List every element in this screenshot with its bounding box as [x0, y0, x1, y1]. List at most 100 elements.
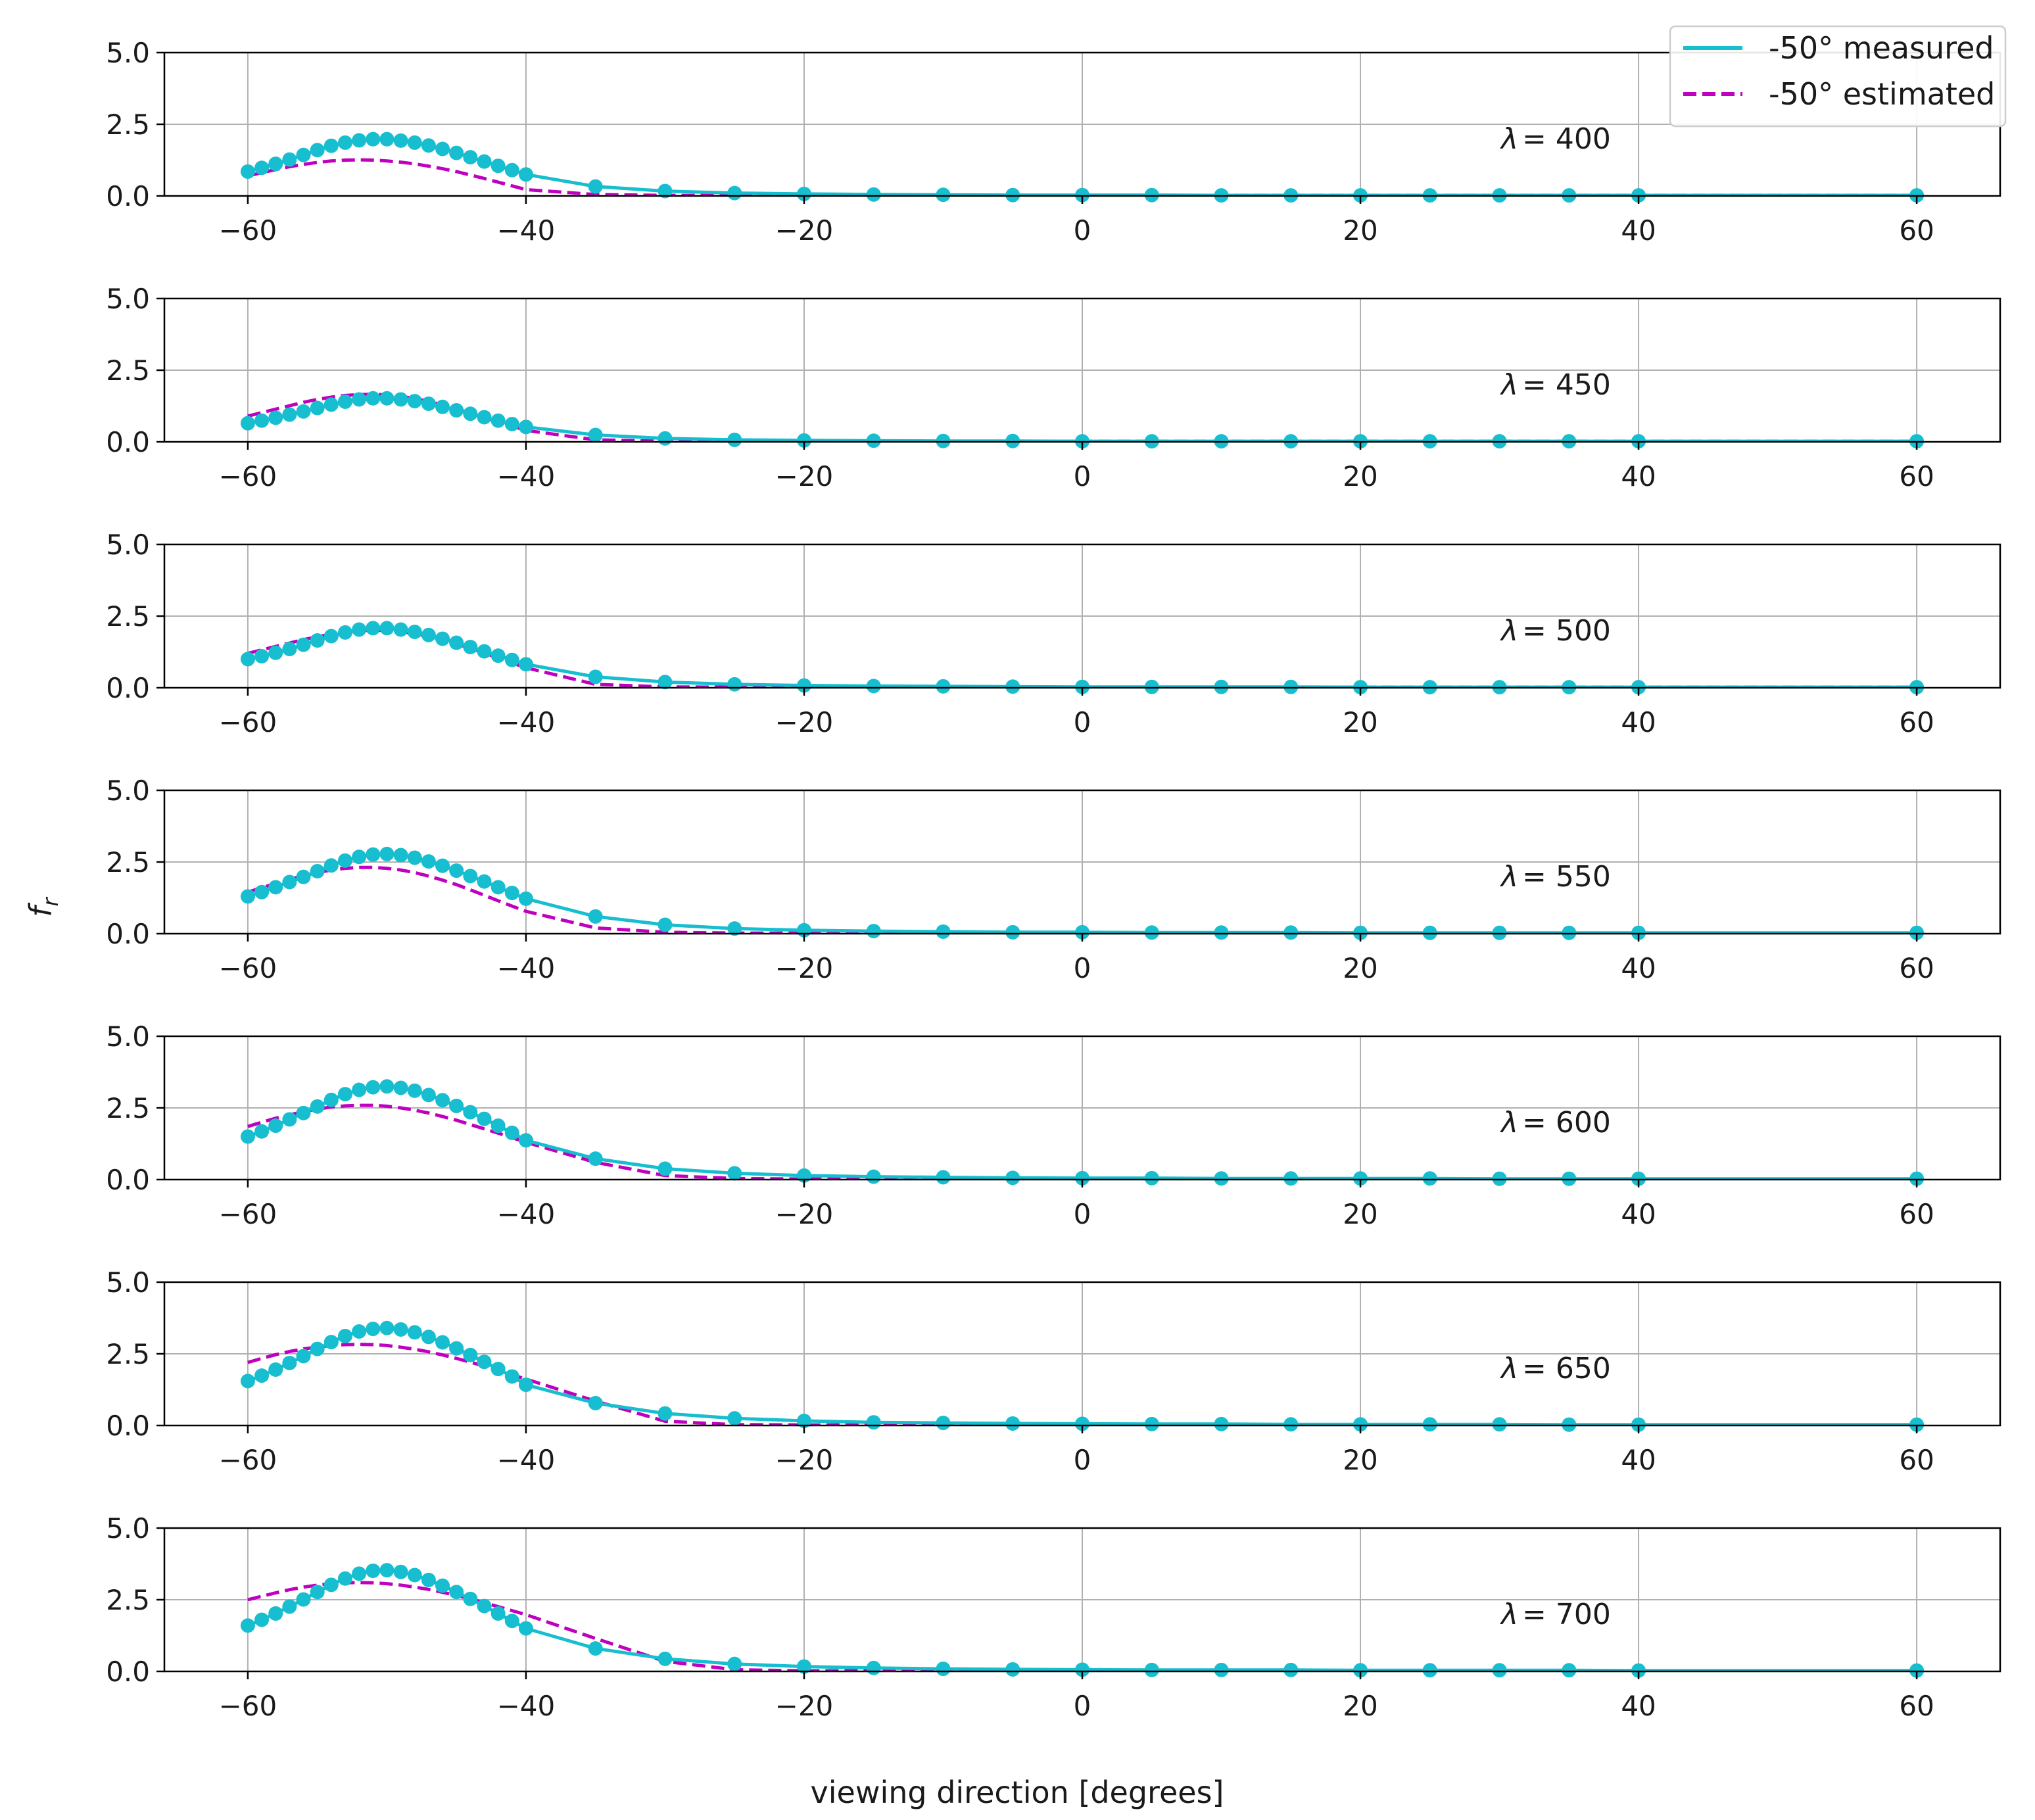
x-tick-label: 0: [1074, 706, 1091, 738]
measured-point: [727, 432, 742, 447]
measured-point: [491, 413, 506, 428]
measured-point: [588, 179, 603, 194]
wavelength-label: λ = 450: [1500, 368, 1611, 402]
measured-point: [254, 1612, 270, 1627]
measured-point: [254, 884, 270, 899]
measured-point: [866, 1415, 881, 1430]
measured-point: [1005, 1662, 1020, 1677]
measured-point: [866, 433, 881, 448]
measured-point: [337, 1571, 352, 1586]
measured-point: [796, 1659, 811, 1674]
measured-point: [658, 1651, 673, 1666]
measured-point: [310, 1099, 325, 1114]
measured-point: [1562, 1171, 1577, 1186]
measured-point: [1422, 1171, 1437, 1186]
measured-point: [407, 394, 422, 409]
measured-point: [1492, 1171, 1507, 1186]
measured-point: [268, 880, 283, 895]
measured-point: [254, 1124, 270, 1139]
x-tick-label: −40: [497, 1690, 556, 1722]
measured-point: [658, 1406, 673, 1421]
measured-point: [352, 392, 367, 407]
y-tick-label: 0.0: [106, 918, 150, 950]
measured-point: [1492, 1417, 1507, 1432]
measured-point: [421, 627, 436, 642]
wavelength-label: λ = 650: [1500, 1352, 1611, 1385]
measured-point: [268, 1362, 283, 1377]
wavelength-label: λ = 700: [1500, 1598, 1611, 1631]
subplot-panel-5: −60 −40 −20 0 20 40 60 0.0 2.5 5.0 λ = 600: [106, 1020, 2001, 1230]
measured-point: [504, 1614, 519, 1629]
wavelength-symbol: λ: [1500, 614, 1518, 648]
measured-point: [504, 162, 519, 178]
measured-point: [463, 640, 478, 655]
x-tick-label: −20: [775, 1444, 834, 1476]
measured-point: [393, 1564, 408, 1579]
measured-point: [491, 1606, 506, 1621]
x-tick-label: 0: [1074, 460, 1091, 492]
measured-point: [240, 652, 255, 667]
measured-point: [1492, 925, 1507, 940]
measured-point: [1214, 925, 1229, 940]
measured-point: [421, 138, 436, 153]
measured-point: [727, 1411, 742, 1426]
measured-point: [1283, 679, 1299, 694]
x-tick-label: −60: [219, 706, 277, 738]
measured-point: [727, 921, 742, 936]
legend-entry-label: -50° estimated: [1769, 76, 1995, 112]
wavelength-symbol: λ: [1500, 368, 1518, 402]
measured-point: [240, 164, 255, 179]
y-tick-label: 5.0: [106, 1266, 150, 1299]
measured-point: [477, 874, 492, 889]
measured-point: [1144, 679, 1159, 694]
measured-point: [727, 1656, 742, 1671]
measured-point: [477, 410, 492, 425]
measured-point: [310, 1341, 325, 1356]
x-tick-label: 40: [1621, 952, 1656, 984]
measured-point: [296, 1105, 311, 1120]
measured-point: [352, 133, 367, 148]
x-tick-label: 60: [1899, 952, 1934, 984]
measured-point: [407, 1325, 422, 1340]
measured-point: [1144, 1662, 1159, 1677]
measured-point: [366, 847, 381, 862]
wavelength-label: λ = 600: [1500, 1106, 1611, 1139]
measured-point: [366, 621, 381, 636]
measured-point: [310, 863, 325, 878]
wavelength-value: = 600: [1522, 1106, 1611, 1139]
measured-point: [435, 1335, 450, 1350]
y-tick-label: 0.0: [106, 672, 150, 704]
measured-point: [866, 1660, 881, 1675]
x-axis-label: viewing direction [degrees]: [811, 1775, 1224, 1810]
subplot-panel-6: −60 −40 −20 0 20 40 60 0.0 2.5 5.0 λ = 650: [106, 1266, 2001, 1476]
measured-point: [1214, 1416, 1229, 1431]
y-tick-label: 2.5: [106, 1092, 150, 1124]
measured-point: [491, 158, 506, 174]
x-tick-label: 0: [1074, 1444, 1091, 1476]
measured-point: [1562, 1417, 1577, 1432]
measured-point: [658, 431, 673, 446]
measured-point: [282, 152, 297, 167]
measured-point: [658, 917, 673, 932]
measured-point: [1631, 1663, 1646, 1678]
y-tick-label: 2.5: [106, 1338, 150, 1370]
x-tick-label: 20: [1343, 952, 1377, 984]
x-tick-label: −40: [497, 214, 556, 247]
wavelength-symbol: λ: [1500, 1106, 1518, 1139]
measured-point: [1075, 924, 1089, 940]
measured-point: [504, 1125, 519, 1140]
measured-point: [323, 138, 339, 153]
legend-box: [1669, 25, 2007, 128]
measured-point: [477, 1598, 492, 1614]
measured-point: [588, 427, 603, 443]
x-tick-label: −40: [497, 952, 556, 984]
measured-point: [1353, 925, 1368, 940]
measured-point: [518, 891, 533, 906]
measured-point: [449, 863, 464, 878]
measured-point: [421, 854, 436, 869]
measured-point: [1005, 1416, 1020, 1431]
measured-point: [936, 433, 951, 448]
x-tick-label: 20: [1343, 1198, 1377, 1230]
x-tick-label: 0: [1074, 1198, 1091, 1230]
